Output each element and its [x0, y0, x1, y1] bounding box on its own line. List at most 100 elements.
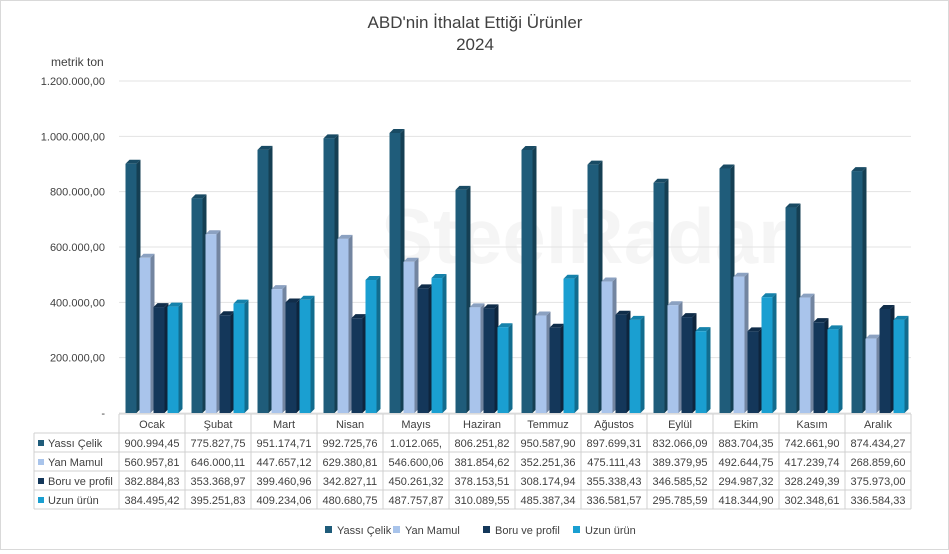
- y-tick-label: -: [101, 408, 105, 420]
- table-series-name: Boru ve profil: [48, 476, 113, 488]
- table-cell: 399.460,96: [256, 476, 311, 488]
- table-cell: 1.012.065,: [390, 438, 442, 450]
- category-label: Haziran: [463, 419, 501, 431]
- y-tick-label: 800.000,00: [50, 187, 105, 199]
- y-axis-ticks: - 200.000,00 400.000,00 600.000,00 800.000,0…: [41, 76, 106, 420]
- table-cell: 546.600,06: [388, 457, 443, 469]
- category-label: Nisan: [336, 419, 364, 431]
- category-label: Ocak: [139, 419, 165, 431]
- bar: [469, 303, 485, 413]
- table-cell: 951.174,71: [256, 438, 311, 450]
- table-cell: 295.785,59: [652, 495, 707, 507]
- bar: [153, 303, 169, 413]
- table-cell: 346.585,52: [652, 476, 707, 488]
- category-label: Şubat: [204, 419, 233, 431]
- table-cell: 992.725,76: [322, 438, 377, 450]
- table-cell: 560.957,81: [124, 457, 179, 469]
- grid-lines: [119, 80, 911, 414]
- bar: [535, 311, 551, 413]
- legend-swatch: [483, 526, 490, 533]
- bar: [865, 334, 881, 413]
- table-cell: 485.387,34: [520, 495, 575, 507]
- legend-item: Uzun ürün: [573, 525, 636, 537]
- table-cell: 328.249,39: [784, 476, 839, 488]
- bar: [389, 128, 405, 413]
- category-label: Eylül: [668, 419, 692, 431]
- table-cell: 342.827,11: [323, 476, 377, 488]
- bar: [851, 167, 867, 413]
- table-cell: 355.338,43: [586, 476, 641, 488]
- bar: [299, 295, 315, 413]
- legend-label: Yan Mamul: [405, 525, 460, 537]
- table-cell: 950.587,90: [520, 438, 575, 450]
- legend-label: Yassı Çelik: [337, 525, 392, 537]
- legend-item: Yassı Çelik: [325, 525, 392, 537]
- bar: [747, 327, 763, 413]
- table-cell: 268.859,60: [850, 457, 905, 469]
- y-tick-label: 1.000.000,00: [41, 131, 105, 143]
- legend-item: Yan Mamul: [393, 525, 460, 537]
- table-cell: 409.234,06: [256, 495, 311, 507]
- legend-swatch: [573, 526, 580, 533]
- table-cell: 487.757,87: [388, 495, 443, 507]
- table-cell: 389.379,95: [652, 457, 707, 469]
- data-table: Ocak Şubat Mart Nisan Mayıs Haziran Temmuz Ağus…: [33, 413, 912, 510]
- bar: [191, 194, 207, 413]
- bar: [125, 159, 141, 413]
- table-cell: 447.657,12: [256, 457, 311, 469]
- table-cell: 352.251,36: [520, 457, 575, 469]
- table-cell: 382.884,83: [124, 476, 179, 488]
- table-cell: 310.089,55: [454, 495, 509, 507]
- table-legend-key: [38, 478, 44, 484]
- bar: [893, 315, 909, 413]
- chart-subtitle: 2024: [456, 35, 494, 54]
- legend-label: Boru ve profil: [495, 525, 560, 537]
- legend-label: Uzun ürün: [585, 525, 636, 537]
- bar: [563, 274, 579, 413]
- bar: [323, 134, 339, 413]
- table-cell: 883.704,35: [718, 438, 773, 450]
- bar: [337, 234, 353, 413]
- table-cell: 375.973,00: [850, 476, 905, 488]
- bar: [205, 230, 221, 413]
- table-cell: 475.111,43: [587, 457, 640, 469]
- y-tick-label: 200.000,00: [50, 353, 105, 365]
- bar: [285, 298, 301, 413]
- table-cell: 742.661,90: [784, 438, 839, 450]
- table-cell: 353.368,97: [190, 476, 245, 488]
- table-cell: 480.680,75: [322, 495, 377, 507]
- bar: [785, 203, 801, 413]
- table-cell: 874.434,27: [850, 438, 905, 450]
- bar: [219, 311, 235, 413]
- bar: [629, 315, 645, 413]
- bar: [695, 327, 711, 413]
- table-cell: 417.239,74: [784, 457, 839, 469]
- table-legend-key: [38, 440, 44, 446]
- category-label: Mart: [273, 419, 295, 431]
- bar: [497, 323, 513, 413]
- chart-title: ABD'nin İthalat Ettiği Ürünler: [368, 13, 583, 32]
- bar: [799, 293, 815, 413]
- table-series-name: Uzun ürün: [48, 495, 99, 507]
- bar: [733, 272, 749, 413]
- bar: [879, 304, 895, 413]
- bar: [431, 274, 447, 413]
- table-cell: 381.854,62: [454, 457, 509, 469]
- bar: [139, 253, 155, 413]
- bar: [653, 178, 669, 413]
- category-label: Temmuz: [527, 419, 569, 431]
- bar: [761, 293, 777, 413]
- legend-swatch: [325, 526, 332, 533]
- bar: [233, 299, 249, 413]
- table-legend-key: [38, 459, 44, 465]
- y-axis-unit-label: metrik ton: [51, 55, 104, 69]
- legend-item: Boru ve profil: [483, 525, 560, 537]
- table-cell: 294.987,32: [718, 476, 773, 488]
- bar: [365, 276, 381, 413]
- bar: [167, 302, 183, 413]
- bar: [681, 313, 697, 413]
- table-cell: 308.174,94: [520, 476, 575, 488]
- table-cell: 336.584,33: [850, 495, 905, 507]
- table-series-name: Yassı Çelik: [48, 438, 103, 450]
